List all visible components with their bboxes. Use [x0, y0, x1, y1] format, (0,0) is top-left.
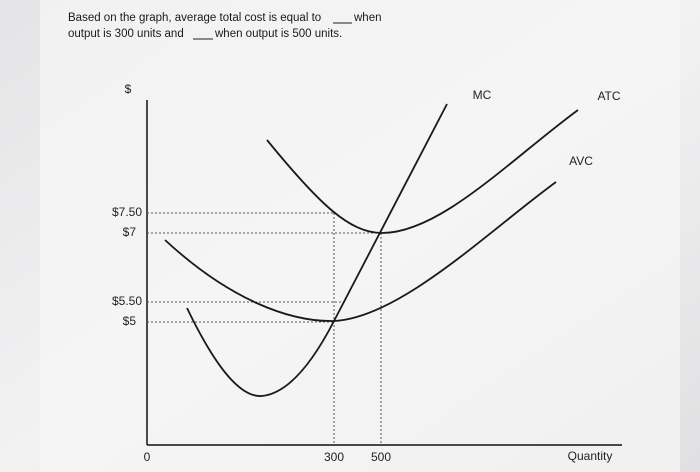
curve-label: MC [473, 88, 492, 102]
paper [40, 0, 680, 472]
question-text: output is 300 units and [68, 28, 184, 40]
atc-curve [266, 109, 579, 234]
x-axis-label: Quantity [568, 449, 613, 463]
y-tick-label: $7.50 [112, 205, 142, 219]
y-tick-label: $5.50 [112, 294, 142, 308]
y-tick-label: $7 [123, 225, 137, 239]
question-text: when output is 500 units. [214, 28, 342, 40]
curve-label: ATC [597, 89, 620, 103]
y-tick-label: $5 [123, 314, 137, 328]
y-axis-label: $ [125, 82, 132, 96]
question-text: when [353, 12, 382, 24]
x-tick-label: 500 [371, 450, 391, 464]
avc-curve [164, 181, 557, 322]
x-tick-label: 300 [324, 450, 344, 464]
x-tick-label: 0 [144, 450, 151, 464]
curve-label: AVC [569, 154, 593, 168]
question-text: Based on the graph, average total cost i… [68, 12, 321, 24]
mc-curve [186, 103, 448, 397]
